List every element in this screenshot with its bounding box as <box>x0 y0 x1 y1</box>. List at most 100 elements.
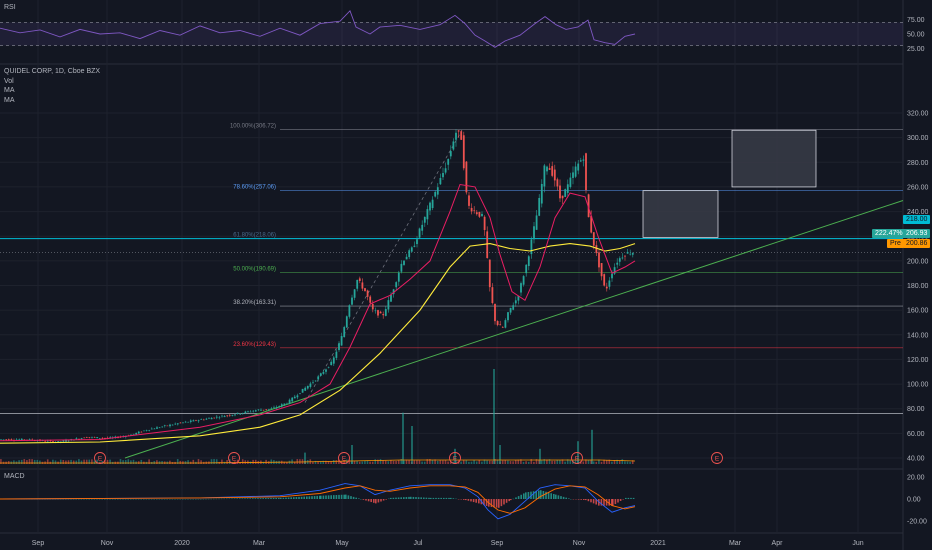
macd-histogram-bar <box>355 497 357 499</box>
volume-bar <box>304 452 306 464</box>
macd-histogram-bar <box>617 499 619 503</box>
macd-pane <box>0 483 636 520</box>
moving-average-label-2[interactable]: MA <box>4 96 15 104</box>
level-price-tag: 218.00 <box>903 215 931 224</box>
macd-histogram-bar <box>503 499 505 505</box>
symbol-title[interactable]: QUIDEL CORP, 1D, Cboe BZX <box>4 68 101 75</box>
x-axis-tick-label: Apr <box>772 540 784 547</box>
volume-bar <box>587 460 590 464</box>
volume-bar <box>494 459 496 464</box>
candle-body <box>296 395 299 398</box>
fibonacci-level-label: 50.00%(190.69) <box>233 266 276 272</box>
candle-body <box>481 213 483 216</box>
candle-body <box>166 425 169 427</box>
candle-body <box>23 439 26 441</box>
volume-bar <box>13 460 15 464</box>
candle-body <box>215 416 218 418</box>
volume-bar <box>33 459 36 464</box>
candle-body <box>231 414 234 416</box>
volume-bar <box>631 460 634 464</box>
volume-bar <box>613 460 616 464</box>
volume-bar <box>530 459 533 464</box>
last-price-tag: 206.93 <box>903 229 931 238</box>
volume-bar <box>514 460 517 464</box>
volume-bar <box>244 460 247 464</box>
volume-bar <box>582 461 585 464</box>
macd-histogram-bar <box>330 495 332 499</box>
volume-bar <box>124 460 127 464</box>
macd-axis-tick-label: -20.00 <box>907 519 927 526</box>
volume-bar <box>241 459 244 464</box>
volume-bar <box>470 461 473 464</box>
earnings-marker-circle <box>449 452 461 464</box>
volume-indicator-label[interactable]: Vol <box>4 77 14 85</box>
macd-histogram-bar <box>452 498 455 499</box>
price-axis-tick-label: 100.00 <box>907 382 929 389</box>
moving-average-label-1[interactable]: MA <box>4 87 15 94</box>
candle-body <box>564 189 567 197</box>
macd-histogram-bar <box>535 490 537 499</box>
volume-bar <box>592 461 595 464</box>
macd-histogram-bar <box>275 497 277 499</box>
candle-body <box>49 440 52 442</box>
volume-bar <box>626 461 629 464</box>
volume-bar <box>561 459 564 464</box>
volume-bar <box>215 459 218 464</box>
volume-bar <box>187 460 189 464</box>
volume-bar <box>176 459 179 464</box>
candle-body <box>566 184 569 193</box>
candle-body <box>158 427 161 429</box>
x-axis-tick-label: 2021 <box>650 540 666 547</box>
macd-histogram-bar <box>619 499 622 501</box>
volume-bar <box>119 459 122 464</box>
volume-bar <box>109 459 111 464</box>
volume-bar <box>72 460 75 464</box>
volume-bar <box>527 461 530 464</box>
volume-bar <box>345 459 348 464</box>
volume-bar <box>455 459 457 464</box>
macd-histogram-bar <box>483 499 485 506</box>
x-axis-tick-label: Mar <box>253 540 266 547</box>
macd-histogram-bar <box>445 497 448 499</box>
candle-body <box>234 414 236 416</box>
macd-histogram-bar <box>417 497 420 499</box>
volume-bar <box>254 459 257 464</box>
candle-body <box>153 428 156 430</box>
macd-histogram-bar <box>347 495 350 499</box>
candle-body <box>176 423 179 425</box>
chart-grid <box>0 0 904 550</box>
volume-bar <box>80 460 83 464</box>
candle-body <box>262 409 265 411</box>
volume-bar <box>397 460 400 464</box>
volume-bar <box>548 459 551 464</box>
candle-body <box>184 421 187 423</box>
target-zone-rectangle <box>731 129 817 188</box>
candle-body <box>325 369 327 372</box>
candle-body <box>340 336 343 346</box>
macd-histogram-bar <box>538 490 540 499</box>
volume-bar <box>26 460 28 464</box>
premarket-price-tag: 200.86 <box>903 239 931 248</box>
candle-body <box>509 307 512 313</box>
volume-bar <box>460 461 462 464</box>
macd-histogram-bar <box>555 494 557 499</box>
macd-histogram-bar <box>373 499 375 503</box>
candle-body <box>551 166 554 176</box>
candle-body <box>145 430 148 431</box>
candle-body <box>605 286 608 289</box>
candle-body <box>410 247 413 252</box>
candle-body <box>293 396 296 399</box>
macd-histogram-bar <box>340 494 343 499</box>
volume-bar <box>169 460 171 464</box>
volume-bar <box>39 460 41 464</box>
candle-body <box>228 415 231 416</box>
rsi-title: RSI <box>4 4 16 11</box>
volume-bar <box>413 460 416 464</box>
candle-body <box>275 407 278 409</box>
macd-histogram-bar <box>592 499 595 504</box>
volume-bar <box>556 459 559 464</box>
volume-bar <box>465 460 468 464</box>
candle-body <box>403 260 405 265</box>
volume-bar <box>312 461 314 464</box>
